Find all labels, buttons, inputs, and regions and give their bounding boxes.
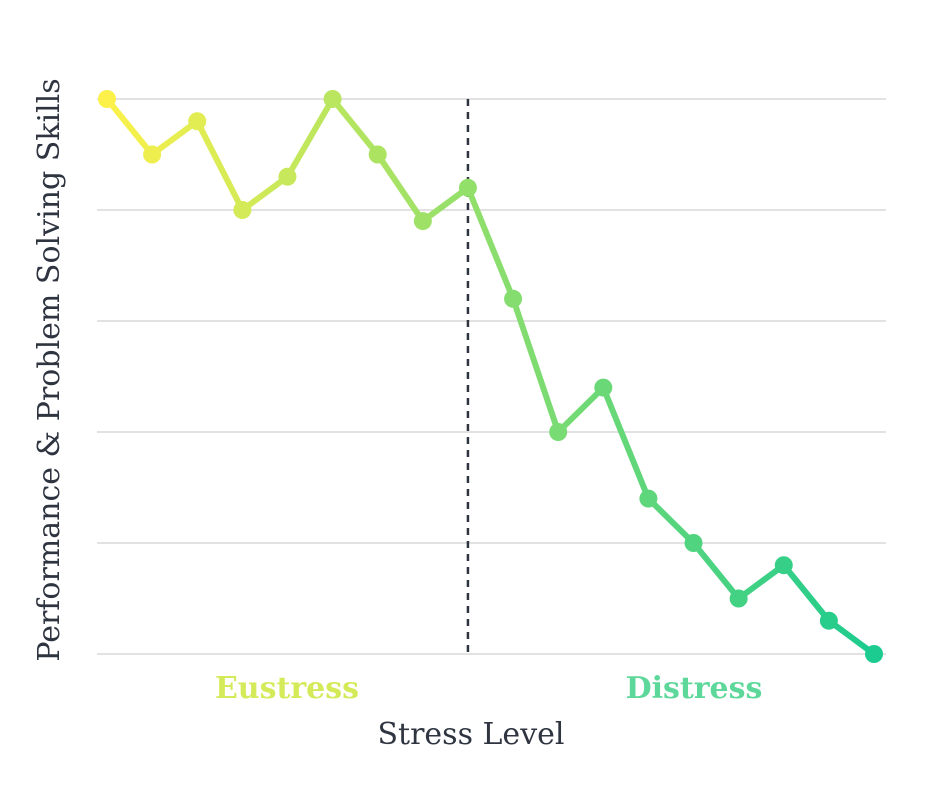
data-point	[729, 589, 748, 608]
data-point	[188, 112, 207, 131]
series-path	[104, 96, 877, 657]
data-point	[639, 489, 658, 508]
data-point	[504, 289, 523, 308]
data-point	[368, 145, 387, 164]
region-label-distress: Distress	[626, 671, 763, 706]
data-point	[774, 556, 793, 575]
x-axis-label: Stress Level	[377, 717, 564, 752]
gridlines	[97, 98, 886, 655]
data-point	[413, 212, 432, 231]
data-point	[98, 90, 116, 108]
region-label-eustress: Eustress	[215, 671, 359, 706]
series-line	[104, 96, 877, 657]
data-point	[233, 201, 252, 219]
data-point	[865, 645, 883, 663]
data-point	[323, 90, 342, 108]
data-point	[458, 178, 477, 197]
data-point	[594, 378, 613, 397]
data-point	[684, 534, 703, 552]
data-point	[819, 611, 838, 630]
data-point	[278, 167, 297, 186]
y-axis-label: Performance & Problem Solving Skills	[32, 78, 67, 661]
data-point	[143, 145, 162, 164]
data-points	[98, 90, 883, 663]
data-point	[549, 423, 568, 441]
